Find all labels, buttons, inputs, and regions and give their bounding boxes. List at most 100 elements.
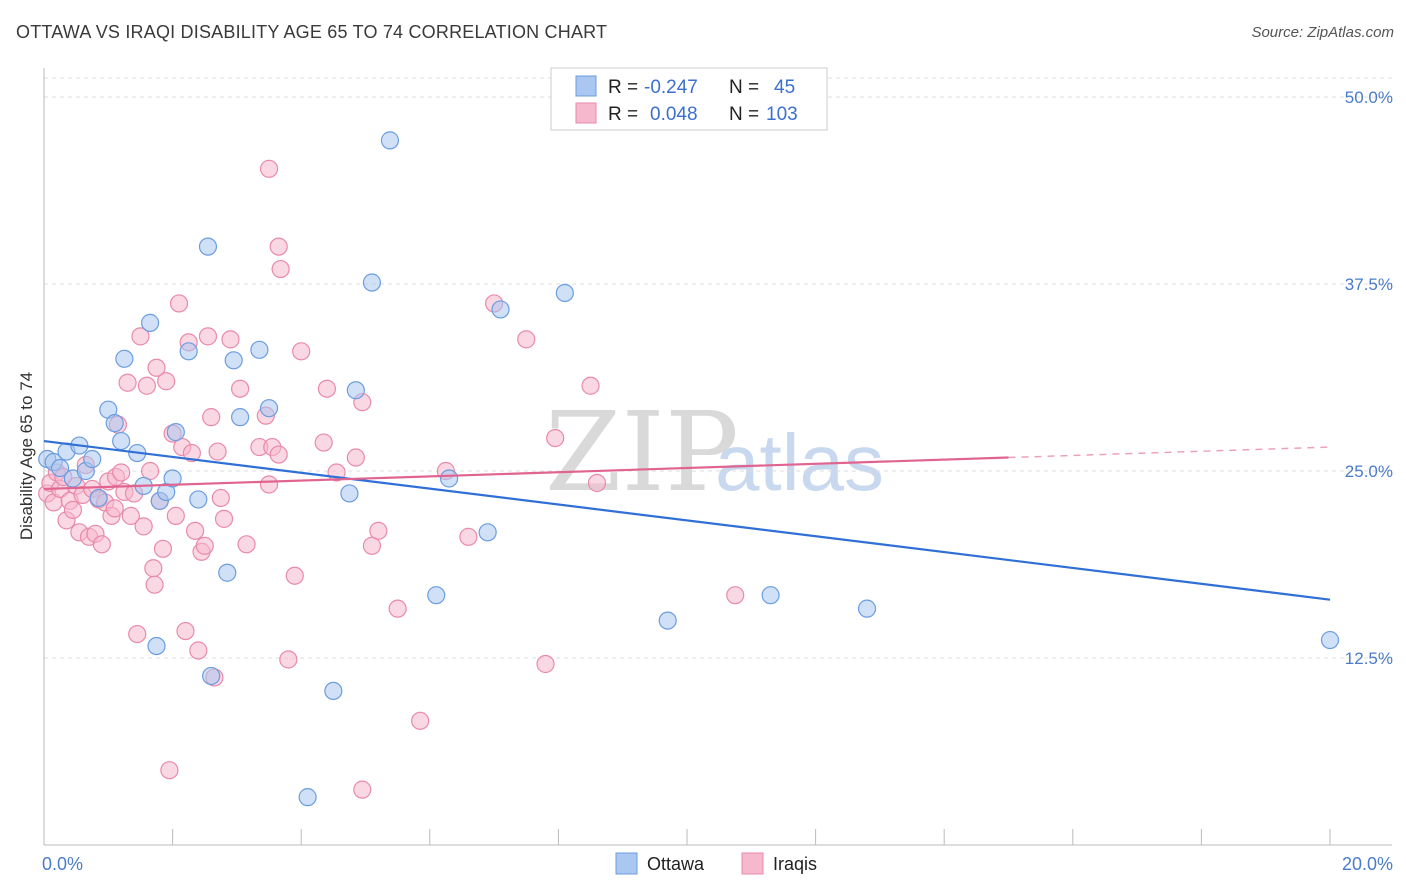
ottawa-point (115, 349, 134, 368)
iraqi-point (145, 575, 164, 594)
iraqi-point (314, 433, 333, 452)
iraqi-point (411, 711, 430, 730)
ottawa-point (83, 449, 102, 469)
source-credit: Source: ZipAtlas.com (1251, 24, 1394, 41)
legend-n-value-iraqis: 103 (766, 104, 798, 125)
legend-swatch-iraqis (575, 102, 597, 124)
iraqi-point (92, 535, 111, 554)
iraqi-point (279, 650, 298, 669)
iraqi-point (285, 566, 304, 585)
legend-r-value-ottawa: -0.247 (644, 77, 698, 98)
ottawa-point (105, 414, 124, 433)
series-swatch-ottawa (615, 852, 638, 875)
iraqi-point (140, 461, 160, 481)
iraqi-point (137, 376, 156, 395)
iraqi-point (546, 428, 565, 448)
iraqi-point (169, 294, 189, 313)
correlation-legend: R = -0.247 N = 45 R = 0.048 N = 103 (550, 67, 828, 131)
ottawa-point (140, 313, 160, 332)
iraqi-point (536, 654, 555, 674)
iraqi-point (166, 506, 185, 525)
ottawa-point (50, 458, 70, 478)
legend-r-value-iraqis: 0.048 (650, 104, 698, 125)
y-axis-label: Disability Age 65 to 74 (17, 372, 36, 540)
ottawa-point (298, 788, 317, 807)
ottawa-point (340, 484, 359, 503)
ottawa-point (147, 636, 166, 656)
iraqi-point (259, 475, 279, 494)
ottawa-point (439, 469, 459, 488)
ottawa-point (427, 586, 446, 605)
iraqi-point (147, 358, 166, 377)
iraqi-point (131, 327, 150, 346)
iraqi-point (211, 488, 230, 508)
iraqi-point (105, 499, 124, 518)
ottawa-point (491, 300, 510, 319)
ottawa-point (112, 431, 131, 451)
iraqi-point (176, 621, 195, 641)
iraqi-point (144, 559, 163, 578)
iraqi-point (189, 641, 208, 660)
iraqi-point (587, 473, 607, 493)
ottawa-point (658, 611, 677, 630)
iraqi-point (369, 521, 388, 540)
ottawa-point (198, 237, 218, 256)
watermark: ZIP atlas (545, 388, 884, 516)
iraqi-point (63, 500, 83, 519)
iraqi-trend-line-extension (1008, 446, 1331, 459)
iraqi-point (214, 509, 234, 528)
ottawa-point (202, 666, 221, 686)
y-tick-label: 12.5% (1345, 649, 1393, 668)
iraqi-point (581, 376, 600, 395)
iraqi-point (317, 379, 337, 398)
ottawa-point (857, 599, 877, 618)
ottawa-point (163, 469, 182, 488)
ottawa-point (218, 563, 237, 582)
ottawa-point (231, 408, 250, 427)
iraqi-point (208, 442, 227, 461)
iraqi-point (221, 330, 240, 349)
iraqi-point (128, 624, 147, 644)
iraqi-point (459, 527, 478, 546)
ottawa-point (224, 351, 243, 370)
ottawa-point (761, 586, 780, 605)
iraqi-point (269, 445, 288, 464)
ottawa-point (478, 523, 497, 542)
ottawa-point (179, 342, 198, 361)
iraqi-point (160, 761, 179, 780)
chart-title: OTTAWA VS IRAQI DISABILITY AGE 65 TO 74 … (16, 22, 608, 42)
iraqi-point (198, 327, 218, 346)
x-tick-label: 0.0% (42, 854, 83, 874)
iraqi-point (202, 408, 221, 427)
y-tick-label: 25.0% (1345, 462, 1393, 481)
iraqi-point (259, 159, 279, 178)
ottawa-point (380, 131, 400, 150)
ottawa-point (189, 490, 208, 509)
series-label-ottawa: Ottawa (647, 854, 705, 874)
iraqi-point (388, 599, 407, 618)
iraqi-point (112, 463, 131, 482)
iraqi-point (269, 237, 288, 256)
legend-r-label-ottawa: R = (608, 77, 638, 98)
trend-lines (43, 439, 1331, 601)
ottawa-point (1320, 630, 1340, 650)
legend-box (550, 67, 828, 131)
watermark-zip: ZIP (545, 388, 739, 516)
y-tick-label: 50.0% (1345, 88, 1393, 107)
legend-n-label-ottawa: N = (729, 77, 759, 98)
iraqi-point (157, 372, 176, 391)
series-label-iraqis: Iraqis (773, 854, 817, 874)
ottawa-point (89, 488, 108, 508)
ottawa-point (166, 423, 185, 442)
ottawa-point (346, 381, 365, 400)
iraqi-point (118, 373, 137, 392)
x-tick-label: 20.0% (1342, 854, 1393, 874)
ottawa-point (259, 399, 279, 418)
x-tick-labels: 0.0% 20.0% (42, 854, 1393, 874)
iraqi-point (153, 539, 173, 558)
iraqi-point (186, 521, 205, 540)
iraqi-point (237, 535, 256, 554)
iraqi-point (231, 379, 250, 398)
ottawa-point (555, 283, 574, 303)
